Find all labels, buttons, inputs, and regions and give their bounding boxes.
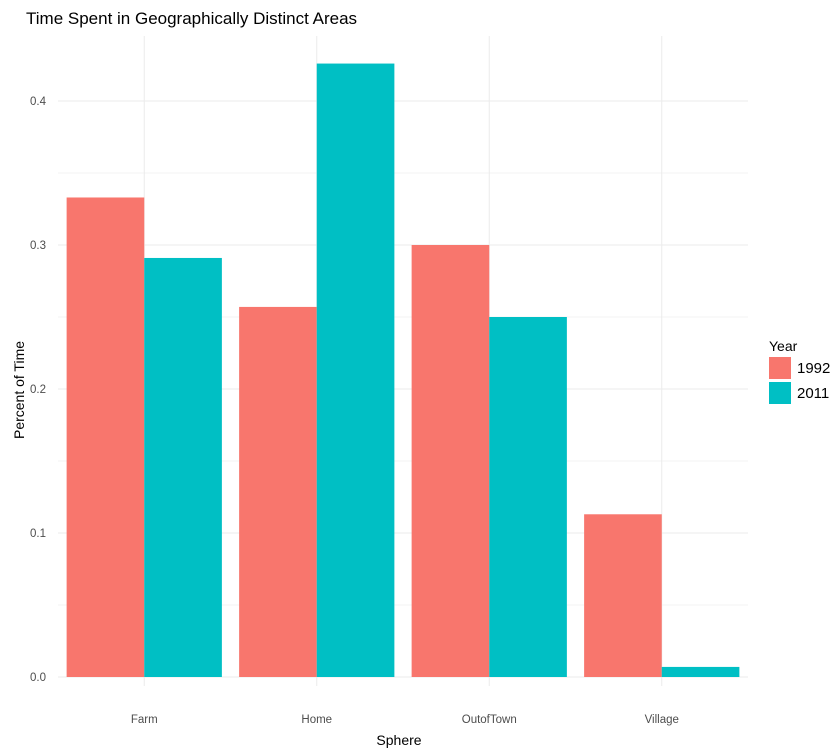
bar-home-1992: [239, 306, 317, 677]
bar-village-1992: [584, 514, 662, 677]
bar-outoftown-2011: [489, 317, 567, 677]
legend-label-2011: 2011: [797, 385, 829, 402]
y-tick-label: 0.2: [30, 384, 46, 396]
bars: [66, 63, 740, 678]
x-tick-label: Farm: [131, 714, 158, 726]
y-tick-label: 0.3: [30, 240, 46, 252]
chart-title: Time Spent in Geographically Distinct Ar…: [26, 9, 357, 28]
bar-farm-2011: [144, 257, 222, 677]
x-tick-label: OutofTown: [462, 714, 517, 726]
x-tick-label: Home: [301, 714, 332, 726]
y-axis-title: Percent of Time: [11, 341, 27, 439]
x-axis-ticks: Farm Home OutofTown Village: [131, 714, 679, 726]
legend-title: Year: [769, 338, 798, 354]
legend-swatch-1992: [769, 357, 791, 379]
bar-home-2011: [316, 63, 395, 678]
bar-outoftown-1992: [411, 245, 490, 677]
y-tick-label: 0.1: [30, 528, 46, 540]
x-tick-label: Village: [645, 714, 679, 726]
y-tick-label: 0.4: [30, 96, 47, 108]
x-axis-title: Sphere: [376, 732, 421, 748]
legend-label-1992: 1992: [797, 360, 830, 377]
legend: Year 1992 2011: [769, 338, 830, 404]
bar-farm-1992: [66, 197, 145, 678]
y-axis-ticks: 0.0 0.1 0.2 0.3 0.4: [30, 96, 47, 684]
bar-village-2011: [661, 666, 740, 677]
legend-swatch-2011: [769, 382, 791, 404]
y-tick-label: 0.0: [30, 672, 46, 684]
